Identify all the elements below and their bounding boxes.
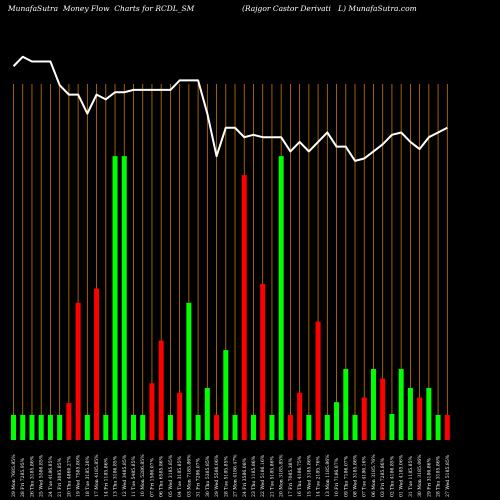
x-tick-label: 07 Tue 4186.16%: [362, 455, 368, 497]
bar: [343, 369, 349, 440]
x-tick-label: 14 Fri 1185.86%: [103, 457, 109, 497]
x-tick-label: 06 Thu 6585.86%: [159, 455, 165, 497]
x-tick-label: 26 Thu 3185.86%: [29, 455, 35, 497]
x-tick-label: 29 Fri 3186.86%: [426, 457, 432, 497]
bar: [352, 414, 358, 440]
bar: [20, 414, 26, 440]
x-tick-label: 01 Wed 4185.06%: [399, 454, 405, 497]
x-tick-label: 27 Wed 5185.85%: [445, 454, 451, 497]
bar: [370, 369, 376, 440]
bar: [278, 156, 284, 440]
x-tick-label: 29 Wed 5586.06%: [214, 454, 220, 497]
bar: [269, 414, 275, 440]
x-tick-label: 28 Fri 7285.95%: [20, 457, 26, 497]
bar: [241, 175, 247, 440]
bar: [57, 414, 63, 440]
bar: [11, 414, 16, 440]
x-tick-label: 11 Tue 5485.85%: [131, 455, 137, 497]
bar: [121, 156, 127, 440]
x-tick-label: 20 Thu 4860.27%: [66, 455, 72, 497]
x-tick-label: 21 Tue 5185.86%: [269, 455, 275, 497]
bar: [103, 414, 109, 440]
x-tick-label: 18 Tue 3185.26%: [85, 455, 91, 497]
x-tick-label: 24 Fri 3586.08%: [242, 457, 248, 497]
x-tick-label: 16 Thu 4186.75%: [297, 455, 303, 497]
x-tick-label: 22 Wed 5186.16%: [260, 454, 266, 497]
x-tick-label: 31 Tue 1185.85%: [408, 455, 414, 497]
bar: [38, 414, 44, 440]
x-tick-label: 02 Thu 4186.85%: [389, 455, 395, 497]
bar: [380, 378, 386, 440]
x-tick-label: 04 Tue 3185.85%: [177, 455, 183, 497]
x-tick-label: 20 Mon 3185.85%: [279, 454, 285, 497]
bar: [334, 402, 340, 440]
x-tick-label: 21 Fri 3085.85%: [57, 457, 63, 497]
bar: [130, 414, 136, 440]
bar: [149, 383, 155, 440]
bar: [29, 414, 35, 440]
bar: [389, 413, 395, 440]
bar: [112, 156, 118, 440]
bar: [250, 414, 256, 440]
x-tick-label: 14 Tue 2185.76%: [316, 455, 322, 497]
bar: [324, 414, 330, 440]
bar: [94, 288, 100, 440]
bar: [260, 283, 266, 440]
x-tick-label: 30 Thu 5385.85%: [205, 455, 211, 497]
bar: [75, 302, 81, 440]
bar: [84, 414, 90, 440]
bar: [140, 414, 146, 440]
bar: [204, 387, 210, 440]
bar: [417, 397, 423, 440]
bar: [315, 321, 321, 440]
x-tick-label: 29 Mon 7685.85%: [11, 454, 17, 497]
x-tick-label: 24 Tue 4186.85%: [48, 455, 54, 497]
x-tick-label: 17 Mon 4185.85%: [94, 454, 100, 497]
x-tick-label: 09 Thu 7186.07%: [343, 455, 349, 497]
bar: [287, 414, 293, 440]
chart-title: MunafaSutra Money Flow Charts for RCDL_S…: [8, 4, 417, 13]
x-tick-label: 25 Wed 5586.85%: [39, 454, 45, 497]
x-tick-label: 13 Thu 3186.85%: [113, 455, 119, 497]
bar: [214, 414, 220, 440]
money-flow-line: [12, 55, 448, 162]
bar: [306, 414, 312, 440]
x-tick-label: 07 Fri 1586.07%: [149, 457, 155, 497]
x-tick-label: 17 Fri 7085.38%: [288, 457, 294, 497]
bar: [195, 414, 201, 440]
x-tick-label: 13 Mon 1185.86%: [325, 454, 331, 497]
x-tick-label: 28 Thu 3185.86%: [436, 455, 442, 497]
bar: [158, 340, 164, 440]
bar: [361, 397, 367, 440]
x-tick-label: 31 Fri 7286.07%: [196, 457, 202, 497]
x-tick-label: 19 Wed 7585.80%: [76, 454, 82, 497]
bar: [223, 350, 229, 440]
x-tick-label: 10 Mon 5286.85%: [140, 454, 146, 497]
x-tick-label: 15 Wed 3185.86%: [306, 454, 312, 497]
bar: [47, 414, 53, 440]
x-tick-label: 03 Fri 7285.86%: [380, 457, 386, 497]
x-tick-label: 23 Thu 1185.86%: [251, 455, 257, 497]
bar: [297, 392, 303, 440]
x-tick-label: 03 Mon 7185.86%: [186, 454, 192, 497]
x-tick-label: 12 Wed 3485.85%: [122, 454, 128, 497]
bar: [167, 414, 173, 440]
bar: [186, 302, 192, 440]
bar: [407, 387, 413, 440]
x-tick-label: 10 Fri 7186.07%: [334, 457, 340, 497]
bar: [177, 392, 183, 440]
x-tick-label: 06 Mon 3185.76%: [371, 454, 377, 497]
x-tick-label: 28 Tue 5185.85%: [223, 455, 229, 497]
x-tick-label: 08 Wed 3185.86%: [353, 454, 359, 497]
x-tick-label: 27 Mon 4186.47%: [233, 454, 239, 497]
bar: [444, 414, 450, 440]
x-tick-label: 05 Wed 3185.85%: [168, 454, 174, 497]
bar: [66, 403, 72, 440]
bar: [426, 387, 432, 440]
bar: [232, 414, 238, 440]
bar: [398, 369, 404, 440]
x-tick-label: 30 Mon 3185.06%: [417, 454, 423, 497]
bar: [435, 414, 441, 440]
